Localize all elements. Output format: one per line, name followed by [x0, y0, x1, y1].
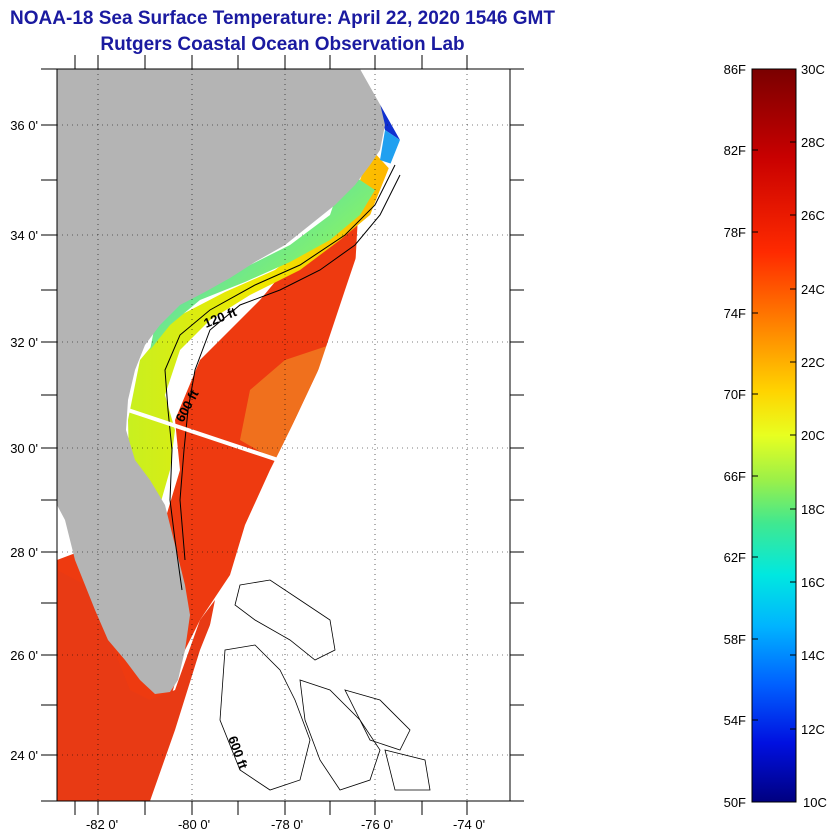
cb-f-54: 54F — [724, 713, 746, 728]
lat-label-34: 34 0' — [10, 228, 38, 243]
lon-label-78: -78 0' — [271, 817, 303, 832]
lon-label-82: -82 0' — [86, 817, 118, 832]
map-ticks — [41, 55, 524, 815]
scanline-gap — [127, 408, 279, 462]
longitude-labels: -82 0' -80 0' -78 0' -76 0' -74 0' — [86, 817, 485, 832]
latitude-labels: 36 0' 34 0' 32 0' 30 0' 28 0' 26 0' 24 0… — [10, 118, 38, 763]
lat-label-32: 32 0' — [10, 335, 38, 350]
title-line-1: NOAA-18 Sea Surface Temperature: April 2… — [10, 8, 555, 29]
colorbar-celsius-labels: 30C 28C 26C 24C 22C 20C 18C 16C 14C 12C … — [801, 62, 827, 810]
cb-f-58: 58F — [724, 632, 746, 647]
cb-f-82: 82F — [724, 143, 746, 158]
cb-c-20: 20C — [801, 428, 825, 443]
contour-600ft — [179, 174, 401, 561]
cb-c-26: 26C — [801, 208, 825, 223]
sst-swath-gulfstream-orange — [240, 345, 330, 460]
cb-f-62: 62F — [724, 550, 746, 565]
map-border — [56, 68, 511, 802]
lat-label-36: 36 0' — [10, 118, 38, 133]
colorbar-ticks — [752, 141, 796, 730]
cb-c-16: 16C — [801, 575, 825, 590]
graticule — [57, 69, 510, 801]
no-data-region — [150, 69, 510, 801]
cb-c-18: 18C — [801, 502, 825, 517]
cb-f-66: 66F — [724, 469, 746, 484]
lat-label-26: 26 0' — [10, 648, 38, 663]
cb-c-12: 12C — [801, 722, 825, 737]
colorbar-fahrenheit-labels: 86F 82F 78F 74F 70F 66F 62F 58F 54F 50F — [724, 62, 746, 810]
cb-f-74: 74F — [724, 306, 746, 321]
colorbar — [751, 68, 797, 803]
cb-c-24: 24C — [801, 282, 825, 297]
cb-f-78: 78F — [724, 225, 746, 240]
lat-label-28: 28 0' — [10, 545, 38, 560]
title-line-2: Rutgers Coastal Ocean Observation Lab — [100, 34, 465, 55]
lat-label-30: 30 0' — [10, 441, 38, 456]
cb-f-50: 50F — [724, 795, 746, 810]
cb-c-10: 10C — [803, 795, 827, 810]
cb-c-28: 28C — [801, 135, 825, 150]
land-us-coast — [57, 69, 385, 694]
sst-north-waters — [150, 170, 375, 350]
lon-label-80: -80 0' — [178, 817, 210, 832]
cb-f-70: 70F — [724, 387, 746, 402]
cb-f-86: 86F — [724, 62, 746, 77]
cb-c-30: 30C — [801, 62, 825, 77]
lon-label-76: -76 0' — [361, 817, 393, 832]
contour-120ft — [164, 164, 396, 591]
lat-label-24: 24 0' — [10, 748, 38, 763]
map-area: 120 ft 600 ft 600 ft — [57, 69, 510, 801]
cb-c-14: 14C — [801, 648, 825, 663]
lon-label-74: -74 0' — [453, 817, 485, 832]
cb-c-22: 22C — [801, 355, 825, 370]
